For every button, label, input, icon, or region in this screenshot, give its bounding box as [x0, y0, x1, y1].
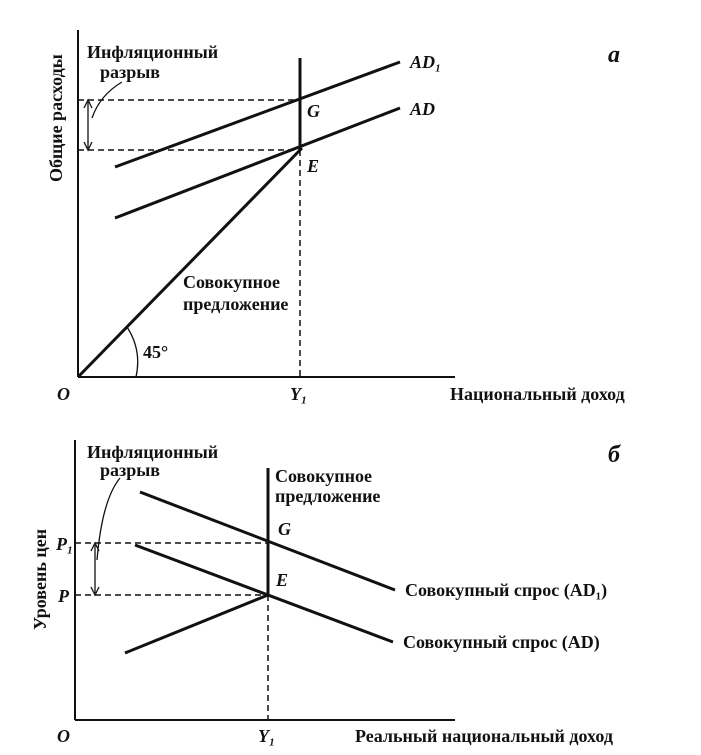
gap-label: разрыв — [100, 62, 160, 82]
supply-label: Совокупное — [275, 466, 372, 486]
y-mark-label: P — [57, 586, 70, 606]
curve-label: Совокупный спрос (AD) — [403, 632, 600, 653]
supply-label: предложение — [275, 486, 380, 506]
panel-letter: а — [608, 42, 620, 68]
leader-line — [91, 81, 123, 119]
x-axis-label: Реальный национальный доход — [355, 726, 613, 746]
point-label: G — [278, 519, 291, 539]
curve-label: Совокупный спрос (AD₁) — [405, 580, 607, 601]
curve-label: AD — [409, 99, 435, 119]
supply-line — [124, 593, 269, 655]
gap-label: Инфляционный — [87, 42, 218, 62]
point-label: E — [275, 570, 288, 590]
ad-line — [114, 106, 401, 220]
curve-label: AD₁ — [409, 52, 441, 72]
supply-line — [76, 146, 304, 379]
ad1-line — [139, 490, 396, 592]
y-axis-label: Уровень цен — [30, 529, 50, 630]
y-axis-label: Общие расходы — [46, 54, 66, 182]
origin-label: O — [57, 726, 70, 746]
x-axis-label: Национальный доход — [450, 384, 625, 404]
arrow-heads — [83, 98, 93, 152]
y-mark-label: P₁ — [55, 534, 73, 554]
x-mark-label: Y₁ — [258, 726, 275, 746]
origin-label: O — [57, 384, 70, 404]
gap-label: Инфляционный — [87, 442, 218, 462]
point-label: G — [307, 101, 320, 121]
leader-line — [96, 477, 121, 561]
supply-label: Совокупное — [183, 272, 280, 292]
x-mark-label: Y₁ — [290, 384, 307, 404]
gap-label: разрыв — [100, 460, 160, 480]
point-label: E — [306, 156, 319, 176]
ad-line — [134, 543, 394, 644]
panel-a: Инфляционный разрыв а AD₁ AD G E Совокуп… — [46, 30, 625, 404]
panel-letter: б — [608, 442, 621, 468]
angle-arc — [126, 326, 139, 378]
angle-label: 45° — [143, 342, 168, 362]
panel-b: Инфляционный разрыв б Совокупное предлож… — [30, 440, 621, 746]
supply-label: предложение — [183, 294, 288, 314]
